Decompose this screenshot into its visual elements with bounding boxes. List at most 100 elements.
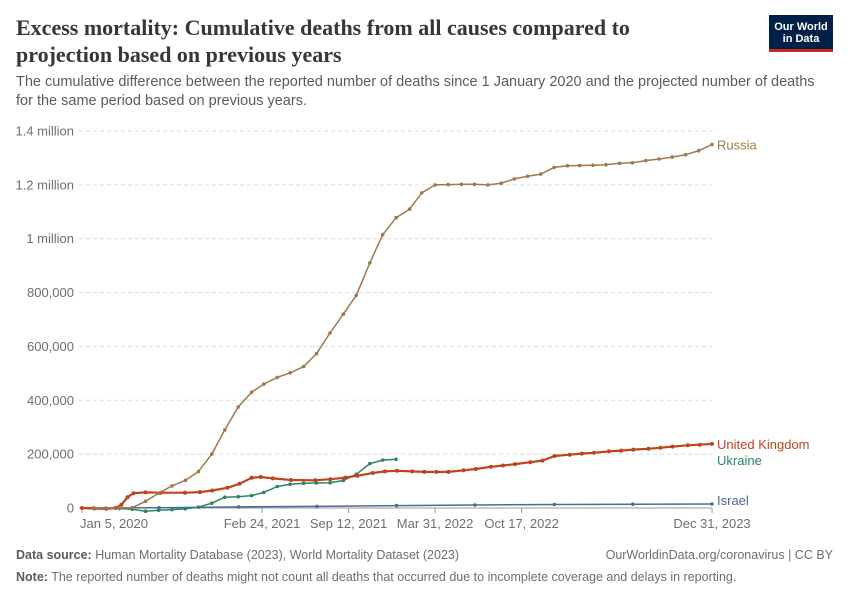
data-point	[198, 490, 203, 495]
data-point	[488, 464, 493, 469]
logo-line-2: in Data	[782, 33, 820, 45]
data-point	[604, 162, 608, 167]
data-point	[183, 490, 187, 495]
y-tick-label: 1 million	[26, 231, 74, 246]
data-point	[407, 207, 412, 211]
series-label-united-kingdom: United Kingdom	[717, 437, 810, 452]
data-point	[236, 505, 241, 509]
data-point	[380, 458, 385, 462]
data-point	[223, 428, 227, 432]
data-point	[446, 469, 451, 474]
data-point	[80, 506, 84, 510]
data-point	[249, 390, 254, 395]
data-point	[288, 482, 292, 487]
data-point	[528, 460, 533, 465]
data-point	[249, 493, 254, 498]
data-point	[565, 163, 570, 168]
x-axis: Jan 5, 2020 Feb 24, 2021 Sep 12, 2021 Mar 3…	[80, 508, 751, 531]
data-point	[125, 495, 130, 500]
data-point	[370, 471, 375, 475]
data-point	[156, 491, 161, 496]
data-point	[262, 382, 266, 386]
data-point	[394, 457, 398, 462]
credit-link[interactable]: OurWorldinData.org/coronavirus | CC BY	[605, 548, 833, 562]
data-point	[236, 405, 240, 409]
data-point	[328, 480, 332, 485]
chart-note: Note: The reported number of deaths migh…	[16, 570, 736, 584]
data-point	[591, 450, 596, 455]
data-point	[473, 503, 477, 507]
data-point	[631, 502, 635, 507]
data-point	[710, 502, 714, 506]
chart-title: Excess mortality: Cumulative deaths from…	[16, 15, 630, 67]
data-point	[419, 191, 424, 195]
data-point	[538, 172, 543, 176]
data-point	[683, 152, 688, 157]
data-point	[552, 502, 557, 507]
data-point	[275, 375, 280, 380]
x-tick-label: Mar 31, 2022	[397, 516, 474, 531]
x-tick-label: Oct 17, 2022	[484, 516, 558, 531]
owid-logo[interactable]: Our World in Data	[769, 15, 833, 52]
data-point	[288, 371, 292, 375]
y-tick-label: 200,000	[27, 447, 74, 462]
y-tick-label: 0	[67, 501, 74, 516]
data-point	[368, 261, 372, 265]
series-label-ukraine: Ukraine	[717, 453, 762, 468]
data-point	[368, 461, 372, 466]
x-tick-label: Feb 24, 2021	[224, 516, 301, 531]
data-point	[646, 446, 651, 451]
data-point	[143, 509, 148, 513]
data-point	[472, 182, 477, 187]
series-line-ukraine	[93, 458, 397, 512]
data-point	[313, 478, 318, 483]
y-tick-label: 400,000	[27, 393, 74, 408]
data-point	[104, 506, 108, 510]
source-text[interactable]: Human Mortality Database (2023), World M…	[91, 548, 460, 562]
data-point	[343, 475, 348, 480]
data-point	[710, 441, 714, 446]
data-point	[380, 232, 385, 237]
data-point	[670, 155, 674, 159]
data-point	[552, 454, 557, 458]
data-point	[394, 503, 399, 508]
series-line-united-kingdom	[81, 442, 713, 510]
data-point	[91, 506, 96, 510]
data-point	[210, 501, 214, 506]
data-point	[117, 506, 121, 510]
y-tick-label: 800,000	[27, 285, 74, 300]
data-point	[486, 183, 490, 187]
data-point	[355, 473, 360, 478]
chart-subtitle: The cumulative difference between the re…	[16, 74, 815, 109]
data-point	[433, 183, 437, 187]
data-point	[315, 504, 319, 509]
y-tick-label: 1.2 million	[15, 177, 74, 192]
data-point	[644, 158, 648, 163]
data-point	[658, 445, 663, 450]
data-point	[210, 488, 215, 493]
data-point	[262, 490, 266, 495]
data-point	[617, 161, 622, 166]
series-label-israel: Israel	[717, 493, 749, 508]
data-point	[512, 177, 517, 181]
data-point	[314, 351, 319, 356]
source-label: Data source:	[16, 548, 92, 562]
data-point	[341, 312, 346, 316]
data-point	[196, 505, 201, 510]
data-point	[422, 469, 427, 474]
data-point	[130, 505, 134, 510]
data-point	[394, 215, 398, 220]
data-point	[382, 469, 387, 474]
data-point	[670, 444, 675, 449]
data-point	[552, 165, 556, 170]
data-point	[119, 502, 124, 507]
data-point	[697, 442, 702, 447]
data-point	[630, 161, 635, 165]
data-point	[156, 508, 161, 512]
data-point	[236, 494, 240, 499]
data-point	[579, 451, 584, 456]
data-point	[501, 463, 505, 468]
series-lines	[80, 142, 714, 513]
